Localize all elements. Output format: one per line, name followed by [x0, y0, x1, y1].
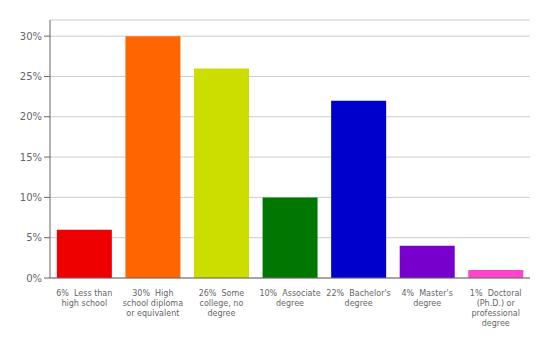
svg-text:25%: 25%: [20, 71, 42, 82]
svg-text:5%: 5%: [26, 232, 42, 243]
svg-text:26% Somecollege, nodegree: 26% Somecollege, nodegree: [199, 289, 245, 318]
svg-text:30% Highschool diplomaor equi: 30% Highschool diplomaor equivalent: [123, 289, 183, 318]
svg-text:1% Doctoral(Ph.D.) orprofessi: 1% Doctoral(Ph.D.) orprofessionaldegree: [470, 289, 522, 328]
svg-text:10%: 10%: [20, 192, 42, 203]
svg-text:0%: 0%: [26, 273, 42, 284]
svg-text:30%: 30%: [20, 31, 42, 42]
svg-text:4% Master'sdegree: 4% Master'sdegree: [401, 289, 452, 308]
svg-text:15%: 15%: [20, 152, 42, 163]
svg-text:22% Bachelor'sdegree: 22% Bachelor'sdegree: [326, 289, 390, 308]
svg-text:6% Less thanhigh school: 6% Less thanhigh school: [56, 289, 112, 308]
svg-text:10% Associatedegree: 10% Associatedegree: [259, 289, 320, 308]
svg-text:20%: 20%: [20, 111, 42, 122]
